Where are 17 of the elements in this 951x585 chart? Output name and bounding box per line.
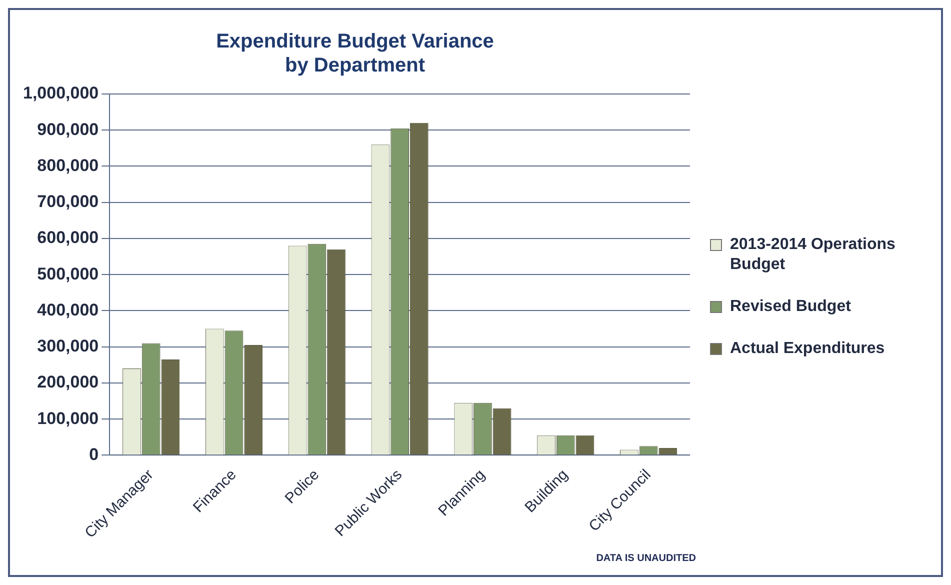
y-tick-label: 800,000 [37,156,99,175]
legend-label: Revised Budget [730,297,851,317]
text: Expenditure Budget Variance [216,30,494,53]
legend-label: 2013-2014 Operations Budget [730,235,896,275]
y-tick-label: 500,000 [37,264,99,284]
y-tick-label: 0 [89,444,99,464]
y-tick-label: 700,000 [37,192,99,212]
text: by Department [284,54,426,77]
y-tick-label: 400,000 [37,300,99,320]
y-tick-label: 300,000 [37,336,99,356]
y-tick-label: 900,000 [37,120,99,139]
y-tick-label: 1,000,000 [22,84,99,103]
text: DATA IS UNAUDITED [596,553,696,564]
y-tick-label: 600,000 [37,228,99,248]
y-tick-label: 200,000 [37,372,99,392]
legend-label: Actual Expenditures [730,339,885,359]
y-tick-label: 100,000 [37,408,99,428]
